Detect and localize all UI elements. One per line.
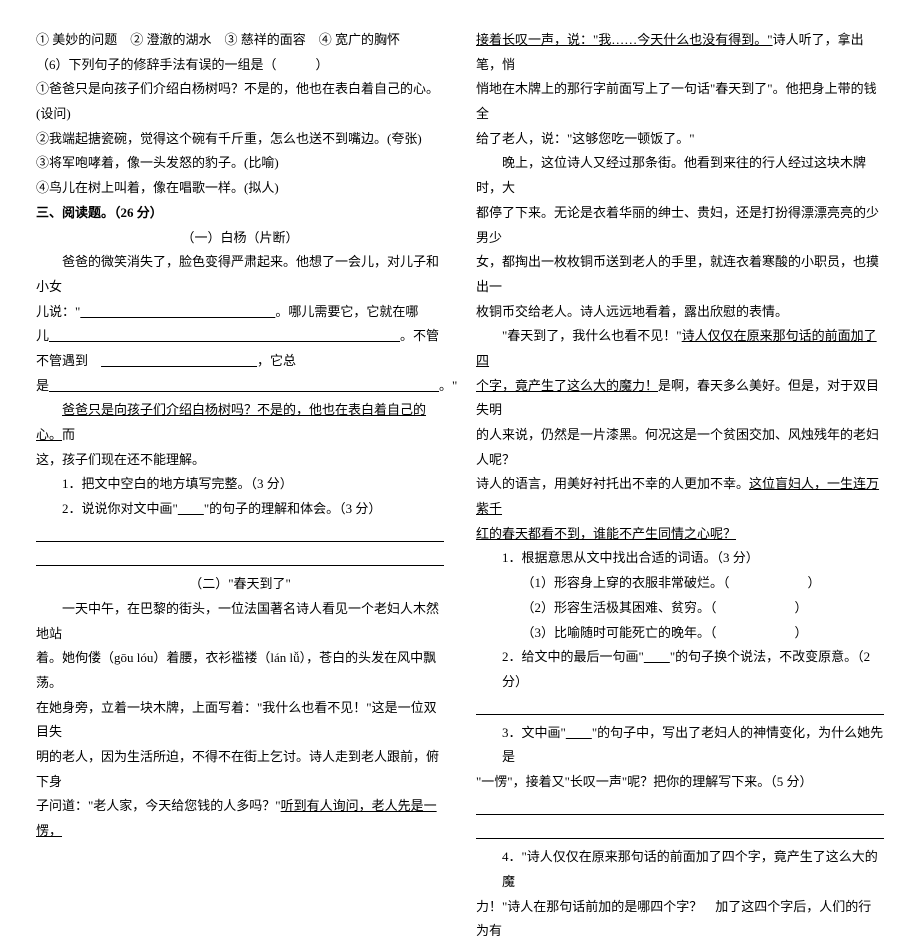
r12u: 红的春天都看不到，谁能不产生同情之心呢？ <box>476 526 736 541</box>
answer-line <box>36 548 444 566</box>
r12: 红的春天都看不到，谁能不产生同情之心呢？ <box>476 522 884 547</box>
s2: 着。她佝偻（gōu lóu）着腰，衣衫褴褛（lán lǚ），苍白的头发在风中飘荡… <box>36 646 444 695</box>
answer-line <box>36 524 444 542</box>
r9u: 个字，竟产生了这么大的魔力！ <box>476 378 658 393</box>
s4: 明的老人，因为生活所迫，不得不在街上乞讨。诗人走到老人跟前，俯下身 <box>36 745 444 794</box>
rq1b: （2）形容生活极其困难、贫穷。（ ） <box>476 596 884 621</box>
rq1a: （1）形容身上穿的衣服非常破烂。（ ） <box>476 571 884 596</box>
blank <box>178 501 204 516</box>
q6-2: ②我端起搪瓷碗，觉得这个碗有千斤重，怎么也送不到嘴边。(夸张) <box>36 127 444 152</box>
passage-1-title: （一）白杨（片断） <box>36 226 444 251</box>
r11a: 诗人的语言，用美好衬托出不幸的人更加不幸。 <box>476 476 749 491</box>
p2-line: 爸爸只是向孩子们介绍白杨树吗？不是的，他也在表白着自己的心。而 <box>36 398 444 447</box>
passage-2-title: （二）"春天到了" <box>36 572 444 597</box>
left-q1: 1．把文中空白的地方填写完整。（3 分） <box>36 472 444 497</box>
r8a: "春天到了，我什么也看不见！" <box>502 328 682 343</box>
p1e-pre: 是 <box>36 378 49 393</box>
answer-line <box>476 797 884 815</box>
p1e-post: 。" <box>439 378 457 393</box>
rq1: 1．根据意思从文中找出合适的词语。（3 分） <box>476 546 884 571</box>
q6: （6）下列句子的修辞手法有误的一组是（ ） <box>36 53 444 78</box>
p1b-post: 。哪儿需要它，它就在哪 <box>275 304 418 319</box>
r4: 晚上，这位诗人又经过那条街。他看到来往的行人经过这块木牌时，大 <box>476 151 884 200</box>
r8: "春天到了，我什么也看不见！"诗人仅仅在原来那句话的前面加了四 <box>476 324 884 373</box>
answer-line <box>476 697 884 715</box>
blank <box>566 725 592 740</box>
r6: 女，都掏出一枚枚铜币送到老人的手里，就连衣着寒酸的小职员，也摸出一 <box>476 250 884 299</box>
answer-line <box>476 821 884 839</box>
blank <box>644 649 670 664</box>
q6-1: ①爸爸只是向孩子们介绍白杨树吗？不是的，他也在表白着自己的心。(设问) <box>36 77 444 126</box>
p1-line4: 不管遇到 ，它总 <box>36 349 444 374</box>
rq2: 2．给文中的最后一句画" "的句子换个说法，不改变原意。（2 分） <box>476 645 884 694</box>
rq3c: "一愣"，接着又"长叹一声"呢？把你的理解写下来。（5 分） <box>476 770 884 795</box>
right-column: 接着长叹一声，说："我……今天什么也没有得到。"诗人听了，拿出笔，悄 悄地在木牌… <box>476 28 884 623</box>
p1c-post: 。不管 <box>400 328 439 343</box>
r10: 的人来说，仍然是一片漆黑。何况这是一个贫困交加、风烛残年的老妇人呢？ <box>476 423 884 472</box>
q2b: "的句子的理解和体会。（3 分） <box>204 501 382 516</box>
rq3a: 3．文中画" <box>502 725 566 740</box>
r7: 枚铜币交给老人。诗人远远地看着，露出欣慰的表情。 <box>476 300 884 325</box>
p2c: 这，孩子们现在还不能理解。 <box>36 448 444 473</box>
rq1c: （3）比喻随时可能死亡的晚年。（ ） <box>476 621 884 646</box>
s5: 子问道："老人家，今天给您钱的人多吗？"听到有人询问，老人先是一愣， <box>36 794 444 843</box>
r3: 给了老人，说："这够您吃一顿饭了。" <box>476 127 884 152</box>
blank <box>49 378 439 393</box>
left-column: ① 美妙的问题 ② 澄澈的湖水 ③ 慈祥的面容 ④ 宽广的胸怀 （6）下列句子的… <box>36 28 444 623</box>
p1b-pre: 儿说：" <box>36 304 80 319</box>
p1d-pre: 不管遇到 <box>36 353 88 368</box>
opt-line: ① 美妙的问题 ② 澄澈的湖水 ③ 慈祥的面容 ④ 宽广的胸怀 <box>36 28 444 53</box>
q6-3: ③将军咆哮着，像一头发怒的豹子。(比喻) <box>36 151 444 176</box>
s3: 在她身旁，立着一块木牌，上面写着："我什么也看不见！"这是一位双目失 <box>36 696 444 745</box>
p1-line1: 爸爸的微笑消失了，脸色变得严肃起来。他想了一会儿，对儿子和小女 <box>36 250 444 299</box>
rq4b: 力！"诗人在那句话前加的是哪四个字？ 加了这四个字后，人们的行为有 <box>476 895 884 944</box>
s5a: 子问道："老人家，今天给您钱的人多吗？" <box>36 798 281 813</box>
s1: 一天中午，在巴黎的街头，一位法国著名诗人看见一个老妇人木然地站 <box>36 597 444 646</box>
q2a: 2．说说你对文中画" <box>62 501 178 516</box>
blank <box>49 328 400 343</box>
left-q2: 2．说说你对文中画" "的句子的理解和体会。（3 分） <box>36 497 444 522</box>
r11: 诗人的语言，用美好衬托出不幸的人更加不幸。这位盲妇人，一生连万紫千 <box>476 472 884 521</box>
p1-line3: 儿 。不管 <box>36 324 444 349</box>
r1u: 接着长叹一声，说："我……今天什么也没有得到。" <box>476 32 773 47</box>
rq4a: 4．"诗人仅仅在原来那句话的前面加了四个字，竟产生了这么大的魔 <box>476 845 884 894</box>
r5: 都停了下来。无论是衣着华丽的绅士、贵妇，还是打扮得漂漂亮亮的少男少 <box>476 201 884 250</box>
section-3-heading: 三、阅读题。（26 分） <box>36 201 444 226</box>
p1c-pre: 儿 <box>36 328 49 343</box>
rq3: 3．文中画" "的句子中，写出了老妇人的神情变化，为什么她先是 <box>476 721 884 770</box>
p1-line5: 是 。" <box>36 374 444 399</box>
r9: 个字，竟产生了这么大的魔力！是啊，春天多么美好。但是，对于双目失明 <box>476 374 884 423</box>
p1-line2: 儿说：" 。哪儿需要它，它就在哪 <box>36 300 444 325</box>
p2-underline: 爸爸只是向孩子们介绍白杨树吗？不是的，他也在表白着自己的心。 <box>36 402 426 442</box>
p2b: 而 <box>62 427 75 442</box>
rq2a: 2．给文中的最后一句画" <box>502 649 644 664</box>
r2: 悄地在木牌上的那行字前面写上了一句话"春天到了"。他把身上带的钱全 <box>476 77 884 126</box>
blank <box>101 353 257 368</box>
blank <box>80 304 275 319</box>
p1d-post: ，它总 <box>257 353 296 368</box>
r1: 接着长叹一声，说："我……今天什么也没有得到。"诗人听了，拿出笔，悄 <box>476 28 884 77</box>
q6-4: ④鸟儿在树上叫着，像在唱歌一样。(拟人) <box>36 176 444 201</box>
